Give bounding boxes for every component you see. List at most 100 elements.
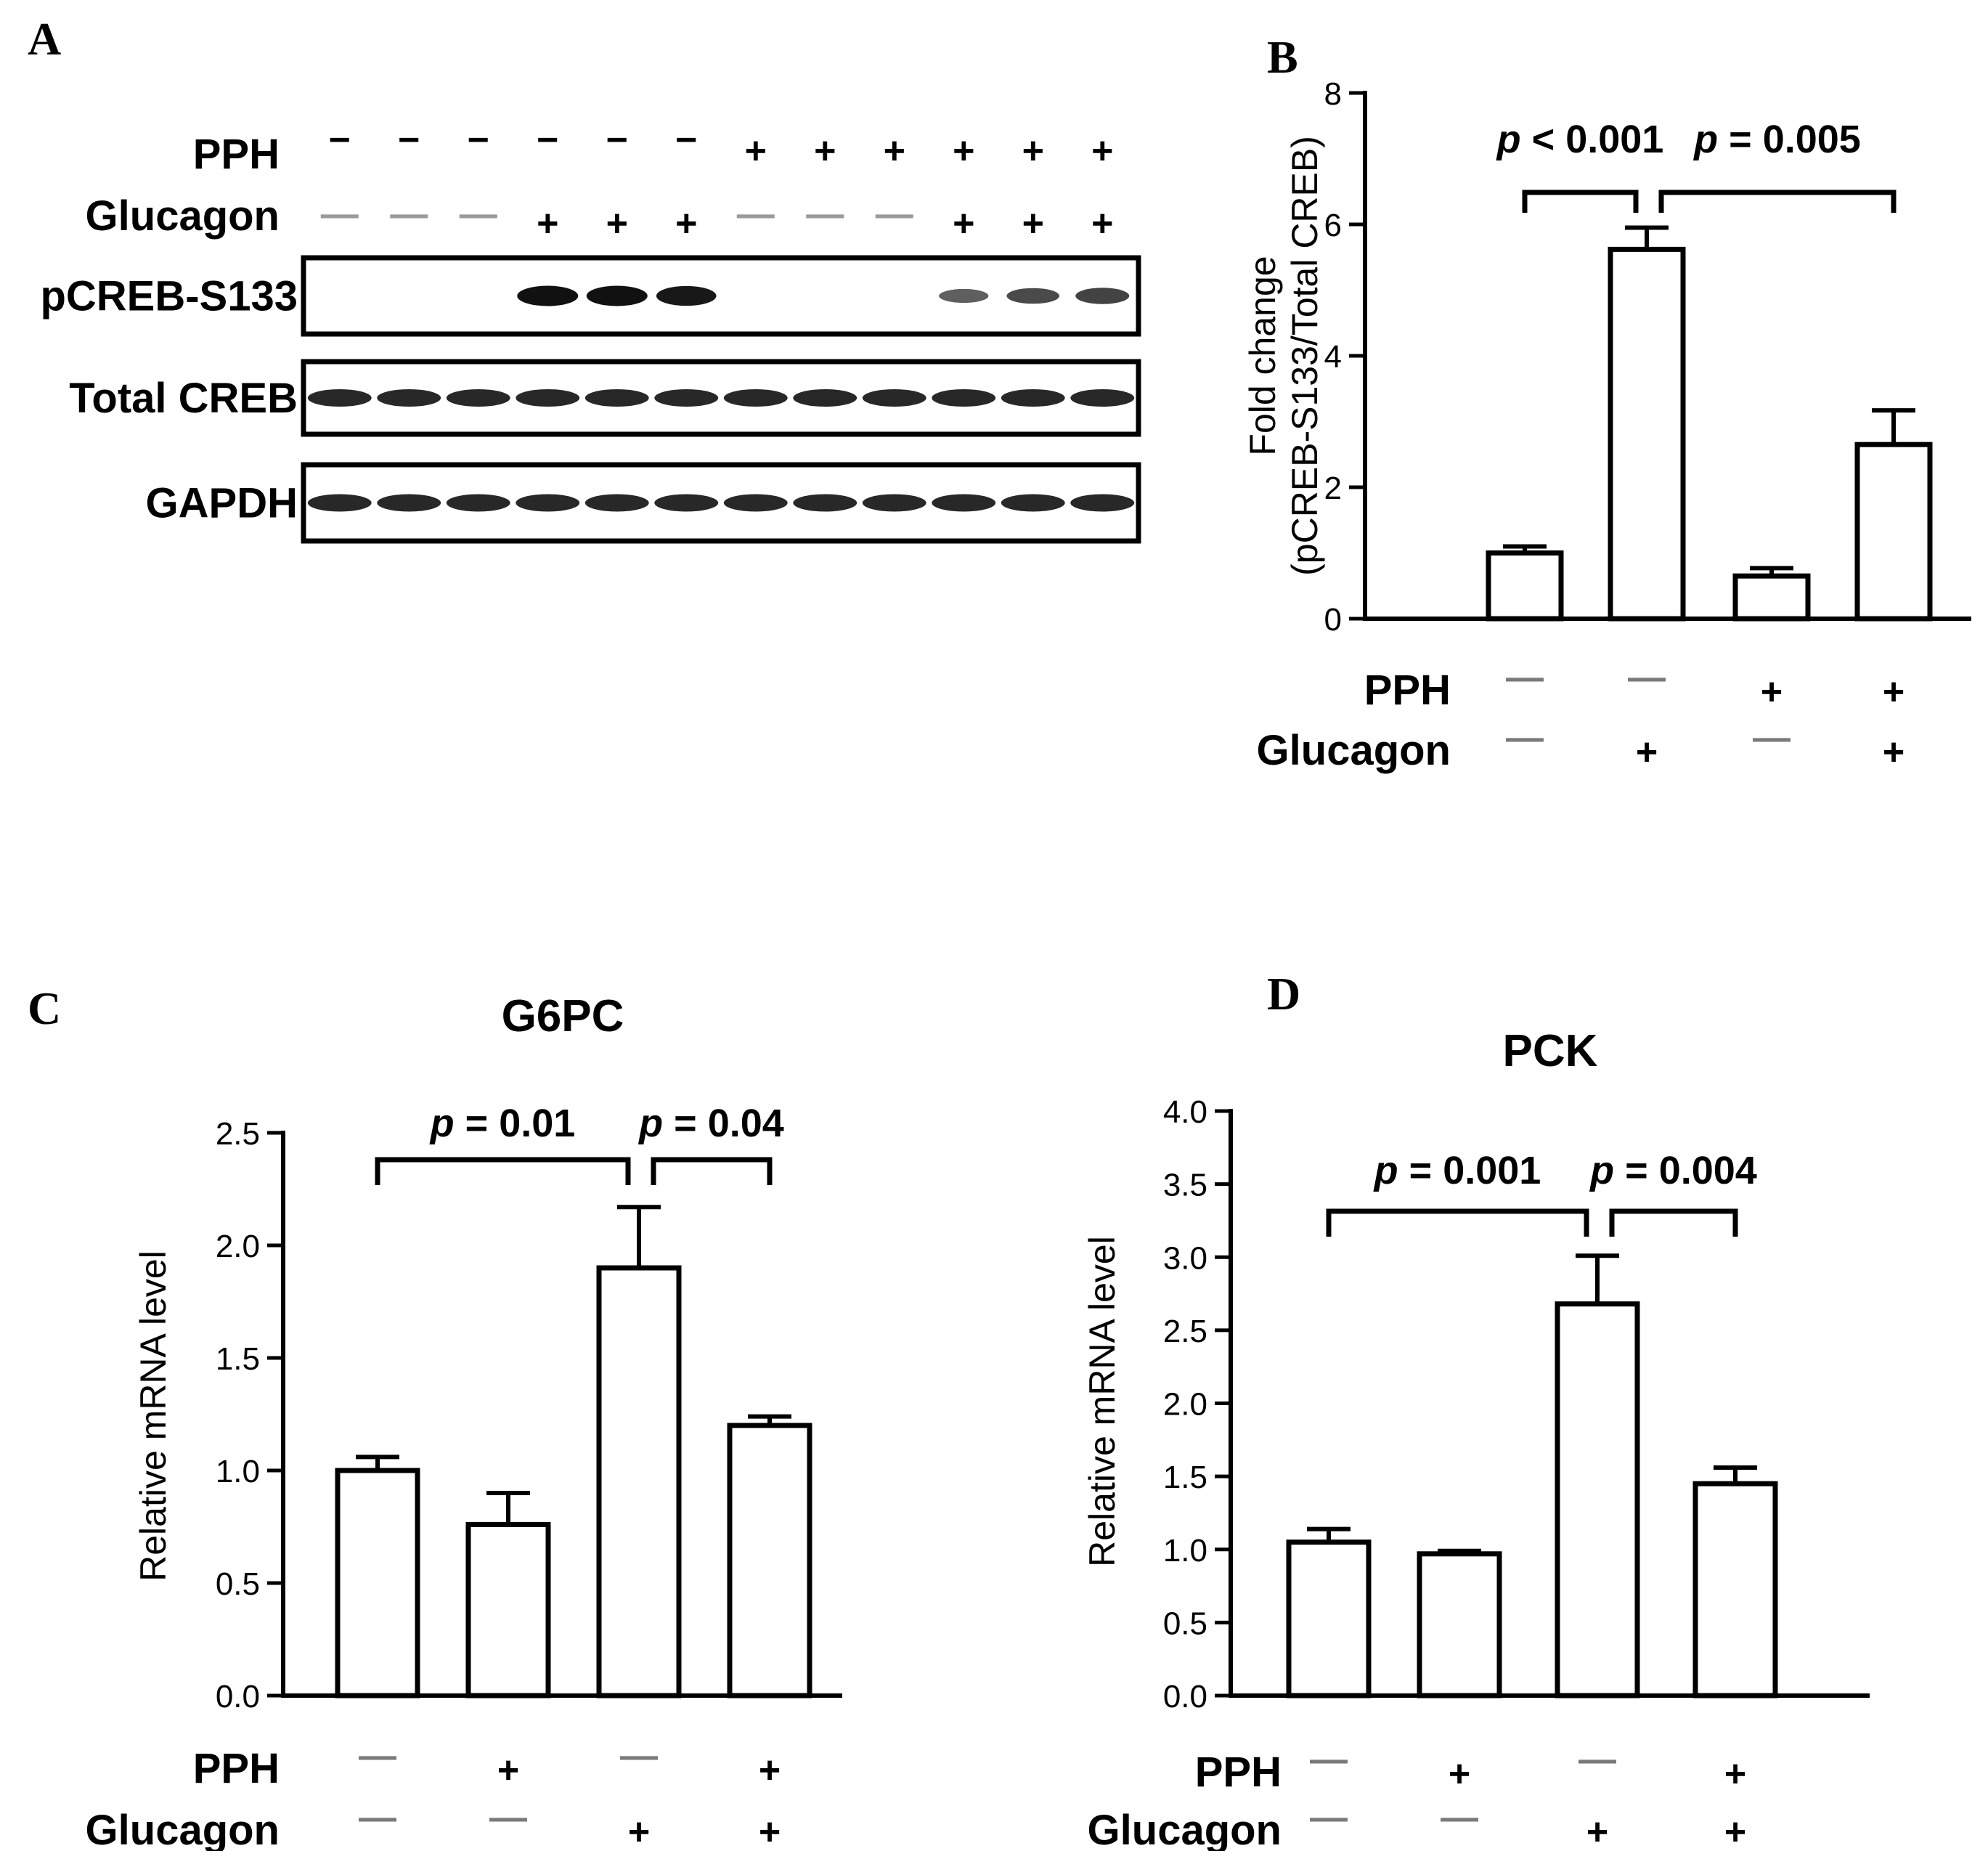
p-symbol: p: [429, 1102, 455, 1145]
bar: [1692, 1481, 1778, 1699]
blot-band: [307, 389, 372, 407]
glucagon-sign: +: [1883, 731, 1905, 773]
glucagon-sign: —: [489, 1797, 527, 1839]
glucagon-sign: +: [537, 203, 558, 245]
glucagon-sign: +: [1636, 731, 1658, 773]
panel-b: B 0 2 4 6 8 Fold change (pCREB-S133/Total CREB…: [1242, 31, 1971, 774]
pph-sign: +: [745, 130, 767, 172]
blot-band: [1001, 494, 1065, 512]
blot-label: GAPDH: [146, 480, 298, 527]
glucagon-sign: —: [390, 193, 428, 235]
bar: [596, 1265, 682, 1699]
glucagon-sign: —: [806, 193, 844, 235]
chart-d: PCK 0.0 0.5 1.0 1.5 2.0 2.5 3.0 3.5 4.0 Relative m…: [1082, 1026, 1870, 1851]
blot-frame: [301, 462, 1141, 544]
p-symbol: p: [637, 1102, 663, 1145]
bar: [1608, 246, 1686, 622]
blot-band: [793, 389, 857, 407]
panel-c: C G6PC 0.0 0.5 1.0 1.5 2.0 2.5 Relative mRNA le…: [28, 983, 842, 1851]
pph-sign: +: [953, 130, 974, 172]
p-value-text: = 0.001: [1398, 1149, 1541, 1192]
panel-d: D PCK 0.0 0.5 1.0 1.5 2.0 2.5 3.0 3.5 4.0 Relative…: [1082, 968, 1870, 1851]
blot-band: [654, 494, 719, 512]
y-tick-label: 4: [1324, 339, 1342, 375]
glucagon-sign: —: [737, 193, 775, 235]
glucagon-row-label: Glucagon: [86, 192, 280, 240]
y-tick-label: 8: [1324, 76, 1342, 112]
y-axis-label: Relative mRNA level: [133, 1250, 174, 1582]
chart-b: 0 2 4 6 8 Fold change (pCREB-S133/Total CREB) p…: [1242, 76, 1971, 774]
blot-band: [862, 494, 926, 512]
glucagon-sign: —: [321, 193, 359, 235]
comparison-bracket: [1609, 1208, 1738, 1237]
p-value-label: p = 0.005: [1692, 118, 1861, 161]
p-value-text: = 0.04: [663, 1102, 784, 1145]
pph-row-label: PPH: [1195, 1749, 1282, 1796]
y-tick-label: 2.0: [1163, 1387, 1207, 1423]
pph-sign: —: [1310, 1738, 1348, 1781]
blot-group: pCREB-S133 Total CREB GAPDH: [40, 255, 1141, 544]
blot-band: [862, 389, 926, 407]
p-symbol: p: [1496, 118, 1521, 161]
blot-band: [377, 389, 441, 407]
chart-title: PCK: [1503, 1026, 1598, 1076]
p-value-text: = 0.004: [1614, 1149, 1757, 1192]
comparison-bracket: [1522, 190, 1639, 213]
p-symbol: p: [1589, 1149, 1614, 1192]
pph-sign: +: [1449, 1753, 1470, 1795]
blot-band: [1070, 494, 1135, 512]
bar: [1732, 573, 1811, 622]
y-tick-label: 0.5: [1163, 1606, 1207, 1641]
p-symbol: p: [1373, 1149, 1398, 1192]
glucagon-sign: —: [1441, 1797, 1478, 1839]
pph-sign: −: [329, 119, 351, 161]
blot-band: [656, 285, 717, 306]
pph-sign: +: [884, 130, 905, 172]
pph-sign: +: [1091, 130, 1113, 172]
glucagon-sign: —: [1310, 1797, 1348, 1839]
pph-sign-row: − − − − − − + + + + + +: [329, 119, 1114, 172]
y-tick-label: 2.0: [216, 1229, 260, 1264]
pph-sign: —: [359, 1735, 396, 1777]
glucagon-row-label: Glucagon: [1257, 727, 1451, 774]
blot-band: [723, 494, 788, 512]
pph-sign: +: [1724, 1753, 1746, 1795]
blot-band: [932, 389, 996, 407]
comparison-bracket: [1658, 190, 1897, 213]
bar: [1555, 1301, 1640, 1699]
blot-band: [377, 494, 441, 512]
y-tick-label: 3.0: [1163, 1240, 1207, 1276]
y-tick-label: 0: [1324, 602, 1342, 638]
pph-row-label: PPH: [193, 131, 280, 178]
blot-band: [1075, 288, 1130, 304]
blot-band: [1070, 389, 1135, 407]
panel-letter-b: B: [1267, 31, 1298, 83]
y-tick-label: 1.0: [1163, 1533, 1207, 1569]
bar: [1486, 550, 1564, 622]
blot-band: [939, 288, 989, 304]
glucagon-sign: +: [1586, 1811, 1608, 1851]
y-axis-label: (pCREB-S133/Total CREB): [1284, 136, 1325, 576]
glucagon-sign: +: [953, 203, 974, 245]
pph-sign: +: [814, 130, 836, 172]
y-tick-label: 0.0: [216, 1679, 260, 1714]
bar: [727, 1423, 812, 1699]
blot-band: [584, 389, 649, 407]
p-value-text: < 0.001: [1521, 118, 1664, 161]
pph-sign: −: [537, 119, 558, 161]
blot-frame: [301, 359, 1141, 437]
pph-sign: —: [1628, 656, 1666, 699]
y-tick-label: 4.0: [1163, 1094, 1207, 1130]
panel-letter-c: C: [28, 983, 61, 1034]
blot-frame: [301, 255, 1141, 337]
y-tick-label: 0.5: [216, 1566, 260, 1602]
pph-sign: +: [1022, 130, 1044, 172]
glucagon-sign: +: [1724, 1811, 1746, 1851]
blot-band: [1001, 389, 1065, 407]
blot-band: [723, 389, 788, 407]
glucagon-sign: +: [606, 203, 628, 245]
y-tick-label: 1.5: [1163, 1460, 1207, 1495]
blot-label: Total CREB: [69, 375, 298, 422]
pph-row-label: PPH: [193, 1745, 280, 1792]
